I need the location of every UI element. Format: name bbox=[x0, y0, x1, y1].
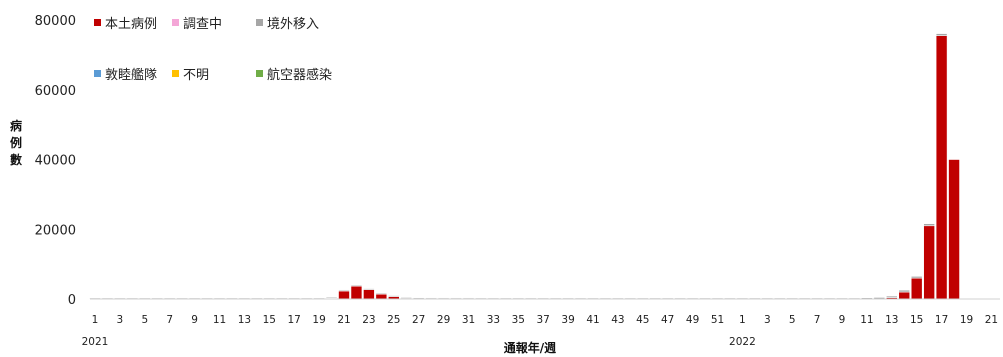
legend-label: 調查中 bbox=[183, 17, 222, 32]
x-tick-label: 1 bbox=[92, 314, 99, 326]
y-axis-title: 病例數 bbox=[10, 118, 22, 167]
bars-layer bbox=[89, 33, 960, 300]
bar-segment bbox=[325, 296, 338, 299]
x-tick-label: 27 bbox=[412, 314, 425, 326]
x-axis-ticks: 1 3 5 7 9 11 13 15 17 19 21 23 25 27 29 31 33 35 37 39 41 43 4… bbox=[92, 314, 998, 326]
x-tick-label: 29 bbox=[437, 314, 450, 326]
y-tick-label: 60000 bbox=[35, 84, 76, 99]
bar-segment bbox=[350, 285, 363, 300]
bar-segment bbox=[375, 293, 388, 300]
bar-segment bbox=[338, 289, 350, 292]
legend-swatch bbox=[172, 70, 179, 77]
x-tick-label: 17 bbox=[935, 314, 948, 326]
x-tick-label: 39 bbox=[561, 314, 574, 326]
y-tick-label: 20000 bbox=[35, 223, 76, 238]
x-tick-label: 5 bbox=[789, 314, 796, 326]
bar-segment bbox=[898, 291, 911, 300]
bar-segment bbox=[910, 277, 923, 300]
x-tick-label: 15 bbox=[910, 314, 923, 326]
bar-segment bbox=[898, 289, 911, 293]
legend-swatch bbox=[256, 19, 263, 26]
legend-label: 航空器感染 bbox=[267, 67, 332, 83]
x-tick-label: 11 bbox=[213, 314, 226, 326]
x-axis-title: 通報年/週 bbox=[504, 340, 556, 355]
legend-swatch bbox=[94, 19, 101, 26]
x-tick-label: 19 bbox=[960, 314, 973, 326]
year-label: 2022 bbox=[729, 336, 756, 348]
x-tick-label: 3 bbox=[764, 314, 771, 326]
x-tick-label: 7 bbox=[166, 314, 173, 326]
x-tick-label: 31 bbox=[462, 314, 475, 326]
y-tick-label: 80000 bbox=[35, 14, 76, 29]
bar-segment bbox=[885, 295, 898, 298]
x-tick-label: 51 bbox=[711, 314, 724, 326]
x-tick-label: 7 bbox=[814, 314, 821, 326]
x-tick-label: 33 bbox=[487, 314, 500, 326]
x-tick-label: 21 bbox=[337, 314, 350, 326]
year-label: 2021 bbox=[82, 336, 109, 348]
bar-segment bbox=[338, 290, 350, 300]
y-tick-label: 40000 bbox=[35, 154, 76, 169]
legend-swatch bbox=[172, 19, 179, 26]
x-tick-label: 21 bbox=[985, 314, 998, 326]
x-tick-label: 47 bbox=[661, 314, 674, 326]
x-tick-label: 35 bbox=[512, 314, 525, 326]
legend-label: 境外移入 bbox=[267, 17, 319, 32]
x-tick-label: 13 bbox=[238, 314, 251, 326]
x-tick-label: 43 bbox=[611, 314, 624, 326]
bar-segment bbox=[935, 33, 948, 36]
y-axis-title-char: 數 bbox=[10, 152, 22, 167]
x-tick-label: 11 bbox=[860, 314, 873, 326]
legend-label: 敦睦艦隊 bbox=[105, 67, 157, 83]
x-tick-label: 5 bbox=[141, 314, 148, 326]
x-tick-label: 13 bbox=[885, 314, 898, 326]
y-axis-title-char: 例 bbox=[10, 135, 22, 150]
x-tick-label: 45 bbox=[636, 314, 649, 326]
legend-label: 本土病例 bbox=[105, 17, 157, 32]
year-labels: 2021 2022 bbox=[82, 336, 756, 348]
legend-swatch bbox=[94, 70, 101, 77]
bar-segment bbox=[363, 289, 375, 300]
bar-segment bbox=[400, 297, 413, 299]
bar-segment bbox=[363, 288, 375, 290]
x-tick-label: 9 bbox=[839, 314, 846, 326]
x-tick-label: 37 bbox=[537, 314, 550, 326]
bar-segment bbox=[387, 295, 400, 297]
bar-segment bbox=[910, 276, 923, 279]
bar-segment bbox=[350, 284, 363, 287]
bar-segment bbox=[923, 225, 935, 300]
legend-label: 不明 bbox=[183, 68, 209, 83]
y-axis-title-char: 病 bbox=[10, 118, 22, 133]
x-tick-label: 19 bbox=[312, 314, 325, 326]
bar-segment bbox=[948, 159, 960, 300]
bar-segment bbox=[375, 292, 388, 295]
x-tick-label: 15 bbox=[263, 314, 276, 326]
x-tick-label: 41 bbox=[586, 314, 599, 326]
legend-swatch bbox=[256, 70, 263, 77]
x-tick-label: 3 bbox=[117, 314, 124, 326]
y-axis: 0 20000 40000 60000 80000 bbox=[35, 14, 76, 308]
x-tick-label: 17 bbox=[288, 314, 301, 326]
bar-segment bbox=[923, 223, 935, 227]
x-tick-label: 1 bbox=[739, 314, 746, 326]
bar-segment bbox=[935, 35, 948, 300]
x-tick-label: 9 bbox=[191, 314, 198, 326]
x-tick-label: 23 bbox=[362, 314, 375, 326]
x-tick-label: 25 bbox=[387, 314, 400, 326]
x-tick-label: 49 bbox=[686, 314, 699, 326]
y-tick-label: 0 bbox=[68, 293, 76, 308]
